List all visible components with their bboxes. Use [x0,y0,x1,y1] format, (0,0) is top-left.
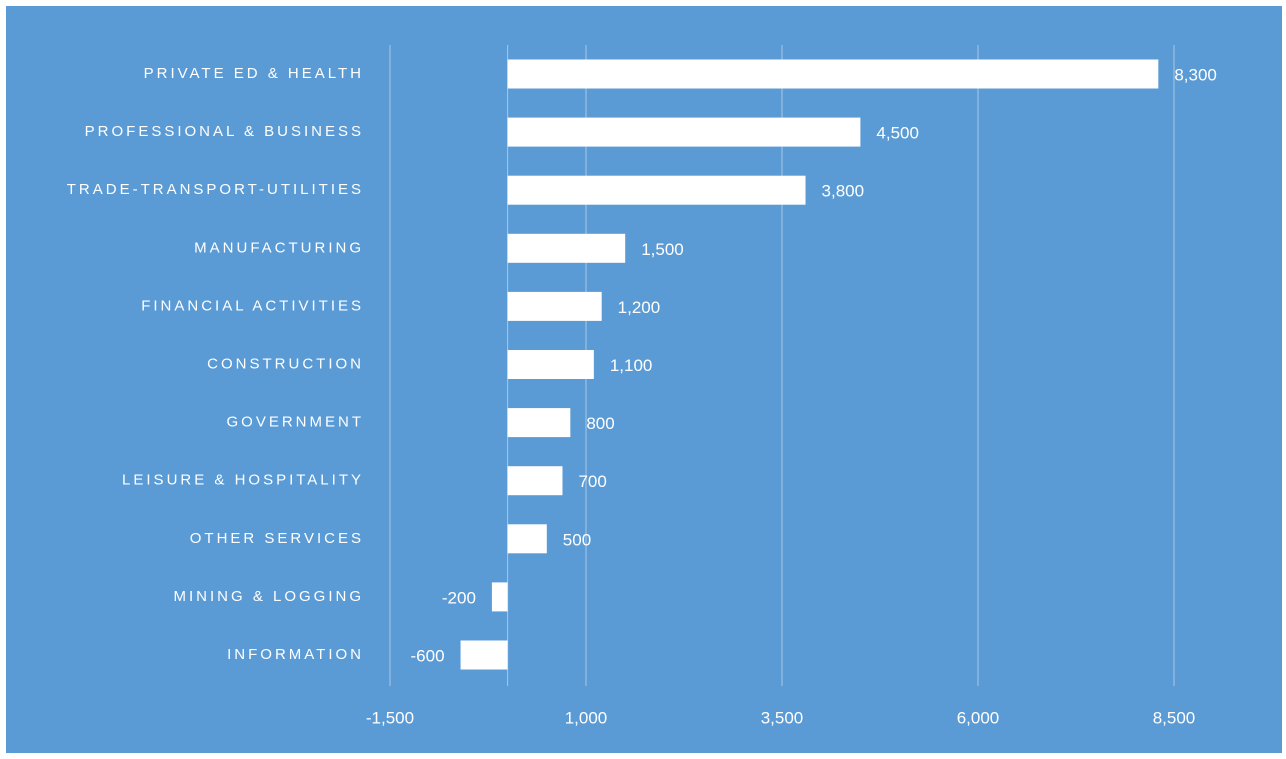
bar [507,175,806,205]
category-label: PROFESSIONAL & BUSINESS [85,123,364,140]
category-label: MINING & LOGGING [173,588,364,605]
category-label: INFORMATION [227,646,364,663]
bar [507,291,602,321]
category-label: PRIVATE ED & HEALTH [144,65,364,82]
bar [491,582,508,612]
data-label: 8,300 [1174,65,1217,84]
category-label: OTHER SERVICES [190,530,364,547]
bar [507,466,563,496]
x-tick-label: 6,000 [957,708,1000,727]
category-label: MANUFACTURING [194,239,364,256]
data-label: 4,500 [876,124,919,143]
bar [460,640,508,670]
x-tick-label: 1,000 [565,708,608,727]
data-label: 500 [563,530,591,549]
data-label: 1,500 [641,240,684,259]
data-label: -200 [442,588,476,607]
data-label: 3,800 [822,182,865,201]
category-label: FINANCIAL ACTIVITIES [141,297,364,314]
category-label: TRADE-TRANSPORT-UTILITIES [67,181,364,198]
category-label: GOVERNMENT [226,414,364,431]
bar [507,233,626,263]
bar [507,408,571,438]
data-label: 1,200 [618,298,661,317]
data-label: 800 [586,414,614,433]
x-tick-label: 3,500 [761,708,804,727]
bar [507,117,861,147]
x-tick-label: 8,500 [1153,708,1196,727]
category-label: LEISURE & HOSPITALITY [122,472,364,489]
bar [507,59,1159,89]
bar [507,350,594,379]
category-label: CONSTRUCTION [207,355,364,372]
x-tick-label: -1,500 [366,708,414,727]
data-label: -600 [411,646,445,665]
bar [507,524,547,554]
data-label: 700 [578,472,606,491]
data-label: 1,100 [610,356,653,375]
